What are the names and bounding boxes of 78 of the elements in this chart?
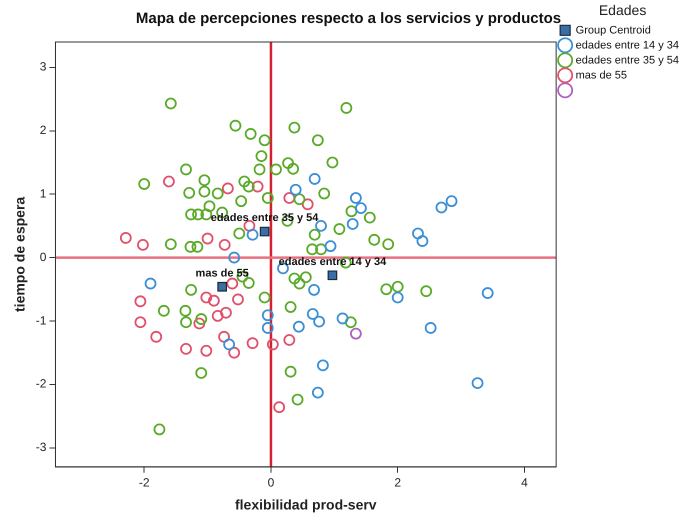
point — [220, 306, 232, 319]
point — [283, 192, 296, 204]
point — [290, 184, 302, 196]
point — [424, 322, 437, 334]
y-axis-title: tiempo de espera — [11, 196, 28, 312]
point — [336, 312, 348, 324]
point — [232, 294, 244, 306]
point — [446, 195, 458, 208]
point — [226, 278, 238, 290]
point — [134, 316, 146, 328]
x-tick-label: -2 — [138, 475, 150, 490]
point — [223, 338, 236, 350]
point — [200, 292, 212, 304]
y-tick-label: 3 — [40, 60, 47, 74]
point — [266, 338, 279, 350]
point — [200, 344, 212, 357]
point — [313, 316, 326, 328]
point — [144, 278, 156, 290]
point — [412, 228, 424, 240]
point — [346, 218, 359, 230]
point — [436, 202, 448, 214]
point — [134, 295, 146, 308]
point — [202, 232, 214, 244]
y-tick-label: 0 — [40, 250, 47, 264]
legend-label: Group Centroid — [576, 24, 651, 36]
x-tick-label: 4 — [521, 475, 528, 490]
point — [317, 359, 329, 372]
point — [218, 330, 230, 343]
point — [212, 310, 224, 322]
point — [283, 334, 296, 346]
point — [137, 238, 149, 251]
point — [120, 232, 132, 244]
point — [252, 180, 264, 192]
point — [315, 220, 327, 232]
point — [472, 377, 484, 390]
point — [246, 337, 258, 350]
point — [217, 282, 227, 292]
point — [228, 252, 240, 264]
point — [150, 330, 162, 343]
point — [292, 320, 305, 333]
x-tick-label: 2 — [394, 475, 402, 490]
y-tick-label: -1 — [36, 313, 47, 328]
x-tick-label: 0 — [268, 475, 275, 490]
point — [482, 287, 494, 299]
point — [416, 235, 428, 247]
point — [308, 284, 320, 296]
legend-label: mas de 55 — [576, 69, 628, 82]
point — [328, 270, 338, 280]
point — [350, 192, 362, 204]
point — [246, 228, 258, 241]
point — [350, 328, 362, 340]
legend-label: edades entre 14 y 34 — [576, 39, 680, 52]
point — [302, 198, 314, 210]
chart-title: Mapa de percepciones respecto a los servicios y productos — [136, 10, 562, 28]
y-tick-label: -3 — [36, 440, 47, 454]
point — [273, 401, 286, 414]
point — [218, 238, 231, 251]
point — [228, 346, 240, 359]
point — [163, 176, 175, 188]
legend-title: Edades — [598, 2, 646, 18]
point — [262, 322, 274, 334]
point — [355, 202, 367, 214]
point — [260, 226, 270, 236]
legend-label: edades entre 35 y 54 — [576, 54, 680, 66]
point — [324, 240, 336, 252]
y-tick-label: -2 — [36, 376, 47, 391]
y-tick-label: 1 — [40, 186, 47, 200]
point — [306, 308, 319, 320]
point — [180, 342, 192, 355]
point — [262, 309, 274, 322]
x-axis-title: flexibilidad prod-serv — [235, 496, 377, 512]
point — [308, 173, 321, 185]
point — [193, 318, 206, 330]
point — [312, 386, 324, 399]
y-tick-label: 2 — [40, 123, 47, 138]
point — [222, 182, 234, 194]
point — [208, 294, 220, 307]
point — [392, 292, 404, 304]
